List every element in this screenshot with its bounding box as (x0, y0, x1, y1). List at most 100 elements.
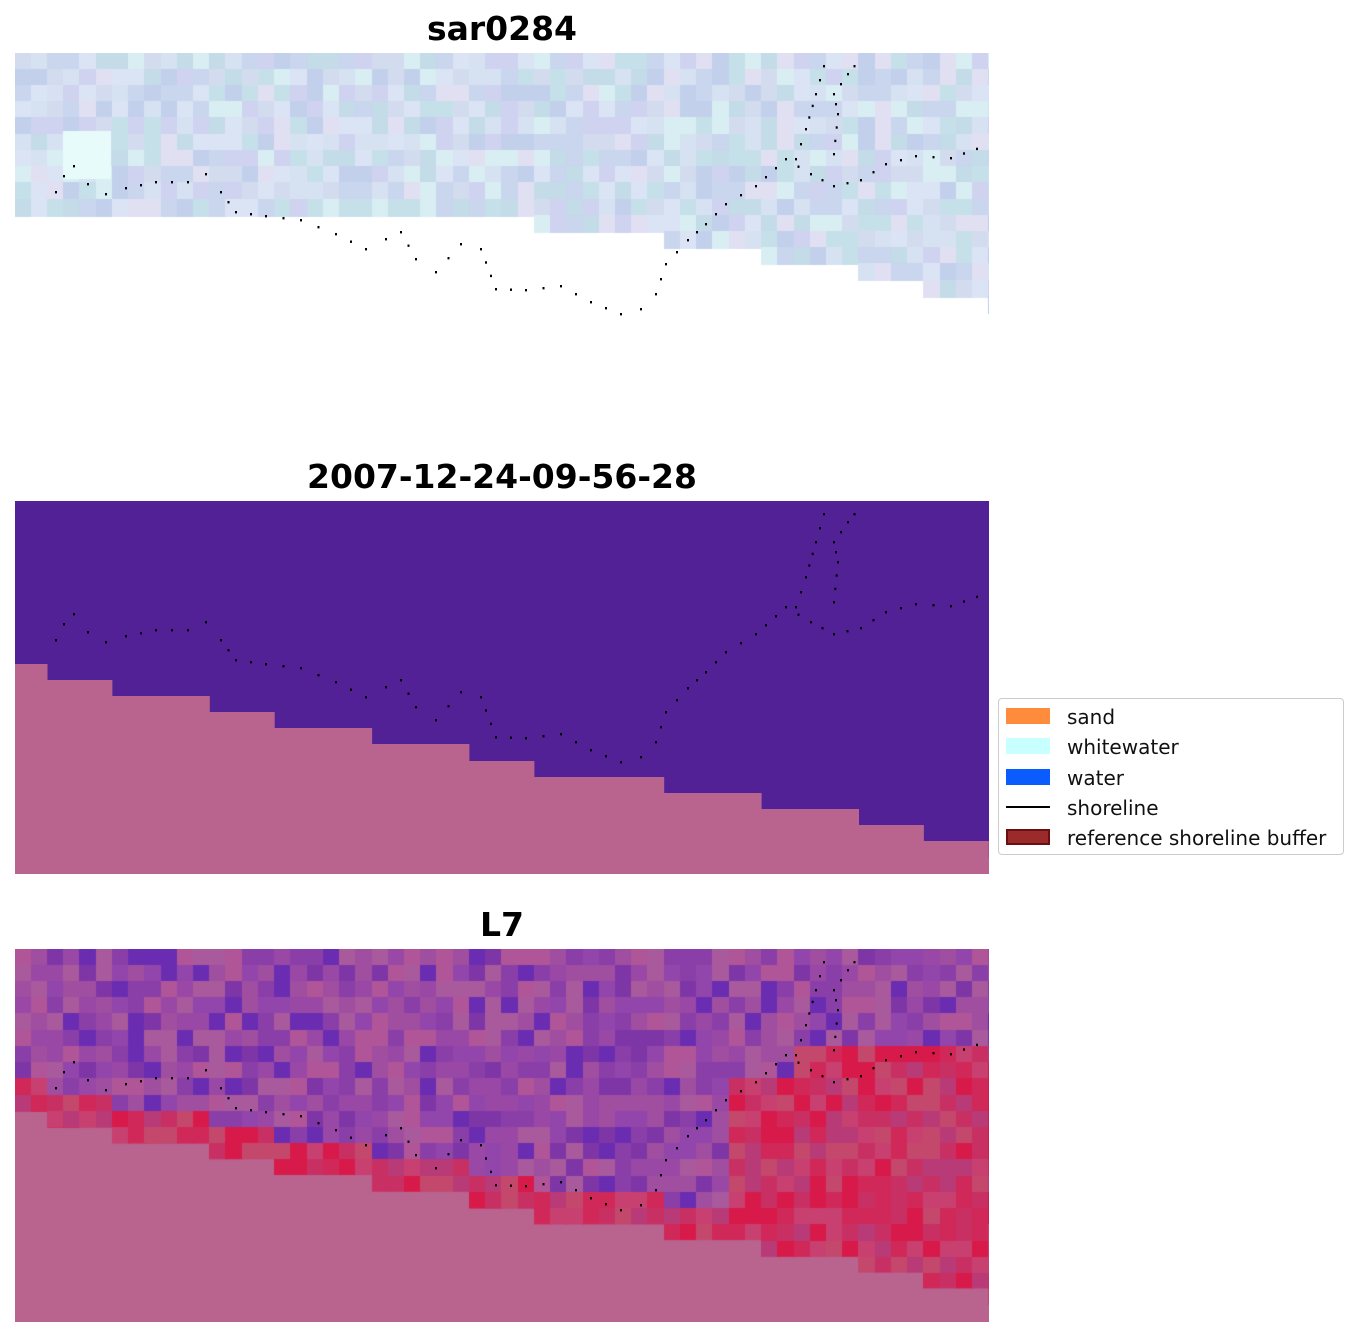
shoreline-point (415, 706, 417, 709)
shoreline-point (676, 251, 678, 254)
shoreline-point (542, 735, 545, 738)
shoreline-point (932, 604, 935, 607)
classified-image-panel (15, 501, 989, 874)
shoreline-point (220, 191, 222, 194)
shoreline-point (696, 679, 698, 682)
shoreline-point (797, 165, 800, 168)
shoreline-point (282, 665, 285, 668)
shoreline-point (480, 248, 482, 251)
legend-label-sand: sand (1067, 705, 1116, 729)
shoreline-point (765, 624, 767, 627)
shoreline-point (250, 213, 252, 216)
shoreline-point (800, 1039, 802, 1042)
shoreline-point (665, 1159, 667, 1162)
sand-swatch (1006, 708, 1050, 724)
panel-title-rgb: sar0284 (426, 9, 578, 48)
shoreline-point (415, 1154, 417, 1157)
shoreline-point (73, 1061, 75, 1064)
legend-label-water: water (1067, 766, 1124, 790)
shoreline-point (900, 607, 902, 610)
shoreline-point (125, 635, 127, 638)
shoreline-point (815, 93, 817, 96)
shoreline-point (976, 147, 978, 151)
shoreline-point (227, 1097, 230, 1100)
shoreline-point (155, 629, 157, 632)
shoreline-point (860, 179, 862, 182)
shoreline-point (853, 961, 856, 964)
legend-label-reference-buffer: reference shoreline buffer (1067, 826, 1327, 850)
shoreline-point (250, 1109, 252, 1112)
shoreline-point (665, 711, 667, 714)
shoreline-point (696, 231, 698, 234)
shoreline-point (660, 726, 662, 729)
legend-label-whitewater: whitewater (1067, 735, 1179, 759)
shoreline-point (400, 231, 402, 234)
shoreline-point (765, 1072, 767, 1075)
water-swatch (1006, 769, 1050, 785)
shoreline-point (407, 1140, 410, 1143)
shoreline-point (125, 1083, 127, 1086)
shoreline-point (317, 674, 320, 677)
shoreline-point (676, 1147, 678, 1150)
shoreline-point (510, 1184, 512, 1187)
shoreline-point (480, 1144, 482, 1147)
shoreline-point (590, 749, 592, 752)
shoreline-point (435, 271, 437, 274)
shoreline-point (808, 116, 811, 119)
shoreline-point (655, 293, 657, 296)
shoreline-point (715, 661, 717, 664)
shoreline-point (660, 1174, 662, 1177)
shoreline-point (235, 211, 237, 214)
shoreline-point (55, 191, 57, 194)
shoreline-point (823, 961, 825, 964)
shoreline-point (227, 201, 230, 204)
shoreline-point (365, 248, 367, 251)
shoreline-point (300, 667, 302, 670)
shoreline-point (853, 65, 856, 68)
shoreline-point (805, 576, 807, 579)
shoreline-point (73, 613, 75, 616)
shoreline-point (833, 1081, 835, 1084)
shoreline-point (705, 223, 707, 226)
shoreline-point (915, 603, 917, 606)
shoreline-point (265, 1111, 267, 1114)
shoreline-point (833, 601, 835, 604)
shoreline-point (853, 513, 856, 516)
shoreline-point (808, 564, 811, 567)
shoreline-point (640, 1204, 642, 1207)
shoreline-point (950, 1053, 952, 1056)
shoreline-point (785, 1054, 787, 1057)
shoreline-point (350, 1136, 352, 1139)
shoreline-point (335, 233, 337, 236)
shoreline-point (835, 999, 837, 1002)
shoreline-point (915, 155, 917, 158)
shoreline-point (976, 595, 978, 599)
shoreline-point (105, 193, 107, 196)
shoreline-point (811, 552, 814, 556)
shoreline-point (846, 630, 849, 633)
shoreline-point (171, 1077, 173, 1080)
shoreline-point (687, 687, 689, 690)
shoreline-point (317, 226, 320, 229)
legend-item-sand: sand (1006, 705, 1342, 729)
shoreline-point (655, 741, 657, 744)
shoreline-point (560, 285, 562, 288)
shoreline-point (740, 1090, 742, 1093)
shoreline-point (821, 627, 824, 630)
shoreline-point (775, 1063, 777, 1066)
shoreline-point (140, 1080, 142, 1083)
shoreline-point (963, 152, 965, 155)
shoreline-point (755, 633, 757, 636)
shoreline-point (785, 158, 787, 161)
shoreline-point (872, 171, 875, 174)
shoreline-point (125, 187, 127, 190)
shoreline-point (87, 183, 89, 186)
shoreline-point (460, 243, 462, 246)
shoreline-point (833, 1049, 835, 1052)
shoreline-point (640, 756, 642, 759)
shoreline-point (837, 113, 839, 116)
shoreline-point (885, 611, 887, 614)
shoreline-point (840, 83, 842, 86)
shoreline-point (834, 139, 837, 143)
shoreline-point (385, 1134, 387, 1137)
